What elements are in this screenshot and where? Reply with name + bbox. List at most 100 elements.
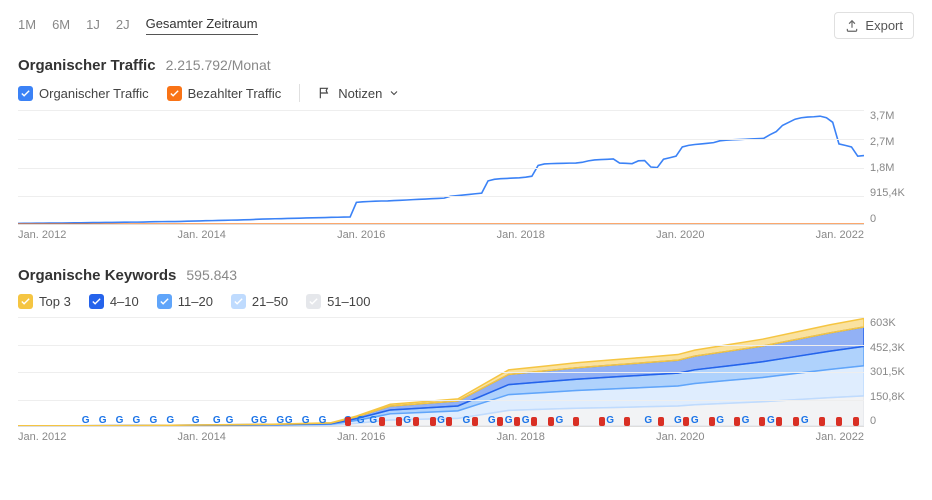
update-marker: G [605,415,615,426]
update-marker [853,417,859,426]
traffic-metric: 2.215.792/Monat [166,57,271,73]
y-tick: 150,8K [870,391,914,403]
legend-item[interactable]: 21–50 [231,294,288,309]
legend-item[interactable]: Bezahlter Traffic [167,86,282,101]
x-tick: Jan. 2016 [337,229,385,241]
legend-item[interactable]: 51–100 [306,294,370,309]
y-tick: 0 [870,213,914,225]
x-tick: Jan. 2012 [18,229,66,241]
update-marker: G [191,415,201,426]
update-marker: G [461,415,471,426]
checkbox-icon [157,294,172,309]
checkbox-icon [167,86,182,101]
y-tick: 301,5K [870,366,914,378]
time-tab-2j[interactable]: 2J [116,17,130,35]
update-marker: G [148,415,158,426]
notes-button[interactable]: Notizen [318,86,400,101]
update-marker: G [643,415,653,426]
traffic-title-row: Organischer Traffic 2.215.792/Monat [18,57,914,74]
legend-label: Top 3 [39,294,71,309]
legend-item[interactable]: Top 3 [18,294,71,309]
update-marker [658,417,664,426]
x-tick: Jan. 2018 [497,229,545,241]
update-marker [599,417,605,426]
update-marker [396,417,402,426]
update-marker: G [487,415,497,426]
legend-label: 21–50 [252,294,288,309]
keywords-metric: 595.843 [186,267,237,283]
notes-label: Notizen [338,86,382,101]
legend-label: 51–100 [327,294,370,309]
keywords-title-row: Organische Keywords 595.843 [18,267,914,284]
update-marker [413,417,419,426]
update-marker [379,417,385,426]
y-tick: 915,4K [870,187,914,199]
update-marker: G [504,415,514,426]
update-marker: G [741,415,751,426]
update-marker [819,417,825,426]
update-marker: G [368,415,378,426]
y-tick: 2,7M [870,136,914,148]
keywords-y-axis: 603K452,3K301,5K150,8K0 [864,317,914,427]
x-tick: Jan. 2022 [816,431,864,443]
top-bar: 1M 6M 1J 2J Gesamter Zeitraum Export [18,12,914,39]
update-markers: GGGGGGGGGGGGGGGGGGGGGGGGGGGGGGGGG [18,412,864,426]
traffic-legend: Organischer Traffic Bezahlter Traffic Not… [18,84,914,102]
update-marker [836,417,842,426]
keywords-legend: Top 3 4–10 11–20 21–50 51–100 [18,294,914,309]
update-marker: G [356,415,366,426]
x-tick: Jan. 2020 [656,229,704,241]
update-marker [531,417,537,426]
update-marker: G [555,415,565,426]
keywords-x-axis: Jan. 2012Jan. 2014Jan. 2016Jan. 2018Jan.… [18,431,914,443]
x-tick: Jan. 2020 [656,431,704,443]
update-marker: G [690,415,700,426]
time-tab-1j[interactable]: 1J [86,17,100,35]
update-marker: G [284,415,294,426]
x-tick: Jan. 2012 [18,431,66,443]
traffic-plot-area [18,110,864,225]
checkbox-icon [89,294,104,309]
update-marker: G [165,415,175,426]
time-tab-6m[interactable]: 6M [52,17,70,35]
checkbox-icon [18,294,33,309]
legend-item[interactable]: 11–20 [157,294,213,309]
export-label: Export [865,18,903,33]
update-marker: G [81,415,91,426]
legend-label: 11–20 [178,294,213,309]
x-tick: Jan. 2018 [497,431,545,443]
separator [299,84,300,102]
legend-label: Bezahlter Traffic [188,86,282,101]
update-marker: G [800,415,810,426]
update-marker: G [715,415,725,426]
time-tab-gesamter-zeitraum[interactable]: Gesamter Zeitraum [146,16,258,35]
y-tick: 3,7M [870,110,914,122]
y-tick: 1,8M [870,162,914,174]
update-marker [430,417,436,426]
checkbox-icon [306,294,321,309]
update-marker: G [673,415,683,426]
update-marker: G [402,415,412,426]
x-tick: Jan. 2014 [178,431,226,443]
legend-item[interactable]: Organischer Traffic [18,86,149,101]
update-marker: G [98,415,108,426]
update-marker: G [225,415,235,426]
keywords-title: Organische Keywords [18,267,176,284]
chevron-down-icon [388,87,400,99]
legend-item[interactable]: 4–10 [89,294,139,309]
keywords-plot-area: GGGGGGGGGGGGGGGGGGGGGGGGGGGGGGGGG [18,317,864,427]
x-tick: Jan. 2014 [178,229,226,241]
traffic-title: Organischer Traffic [18,57,156,74]
x-tick: Jan. 2022 [816,229,864,241]
update-marker: G [436,415,446,426]
update-marker: G [521,415,531,426]
update-marker [497,417,503,426]
traffic-y-axis: 3,7M 2,7M 1,8M 915,4K 0 [864,110,914,225]
y-tick: 452,3K [870,342,914,354]
export-button[interactable]: Export [834,12,914,39]
update-marker [709,417,715,426]
time-tab-1m[interactable]: 1M [18,17,36,35]
update-marker [548,417,554,426]
update-marker: G [318,415,328,426]
update-marker [573,417,579,426]
